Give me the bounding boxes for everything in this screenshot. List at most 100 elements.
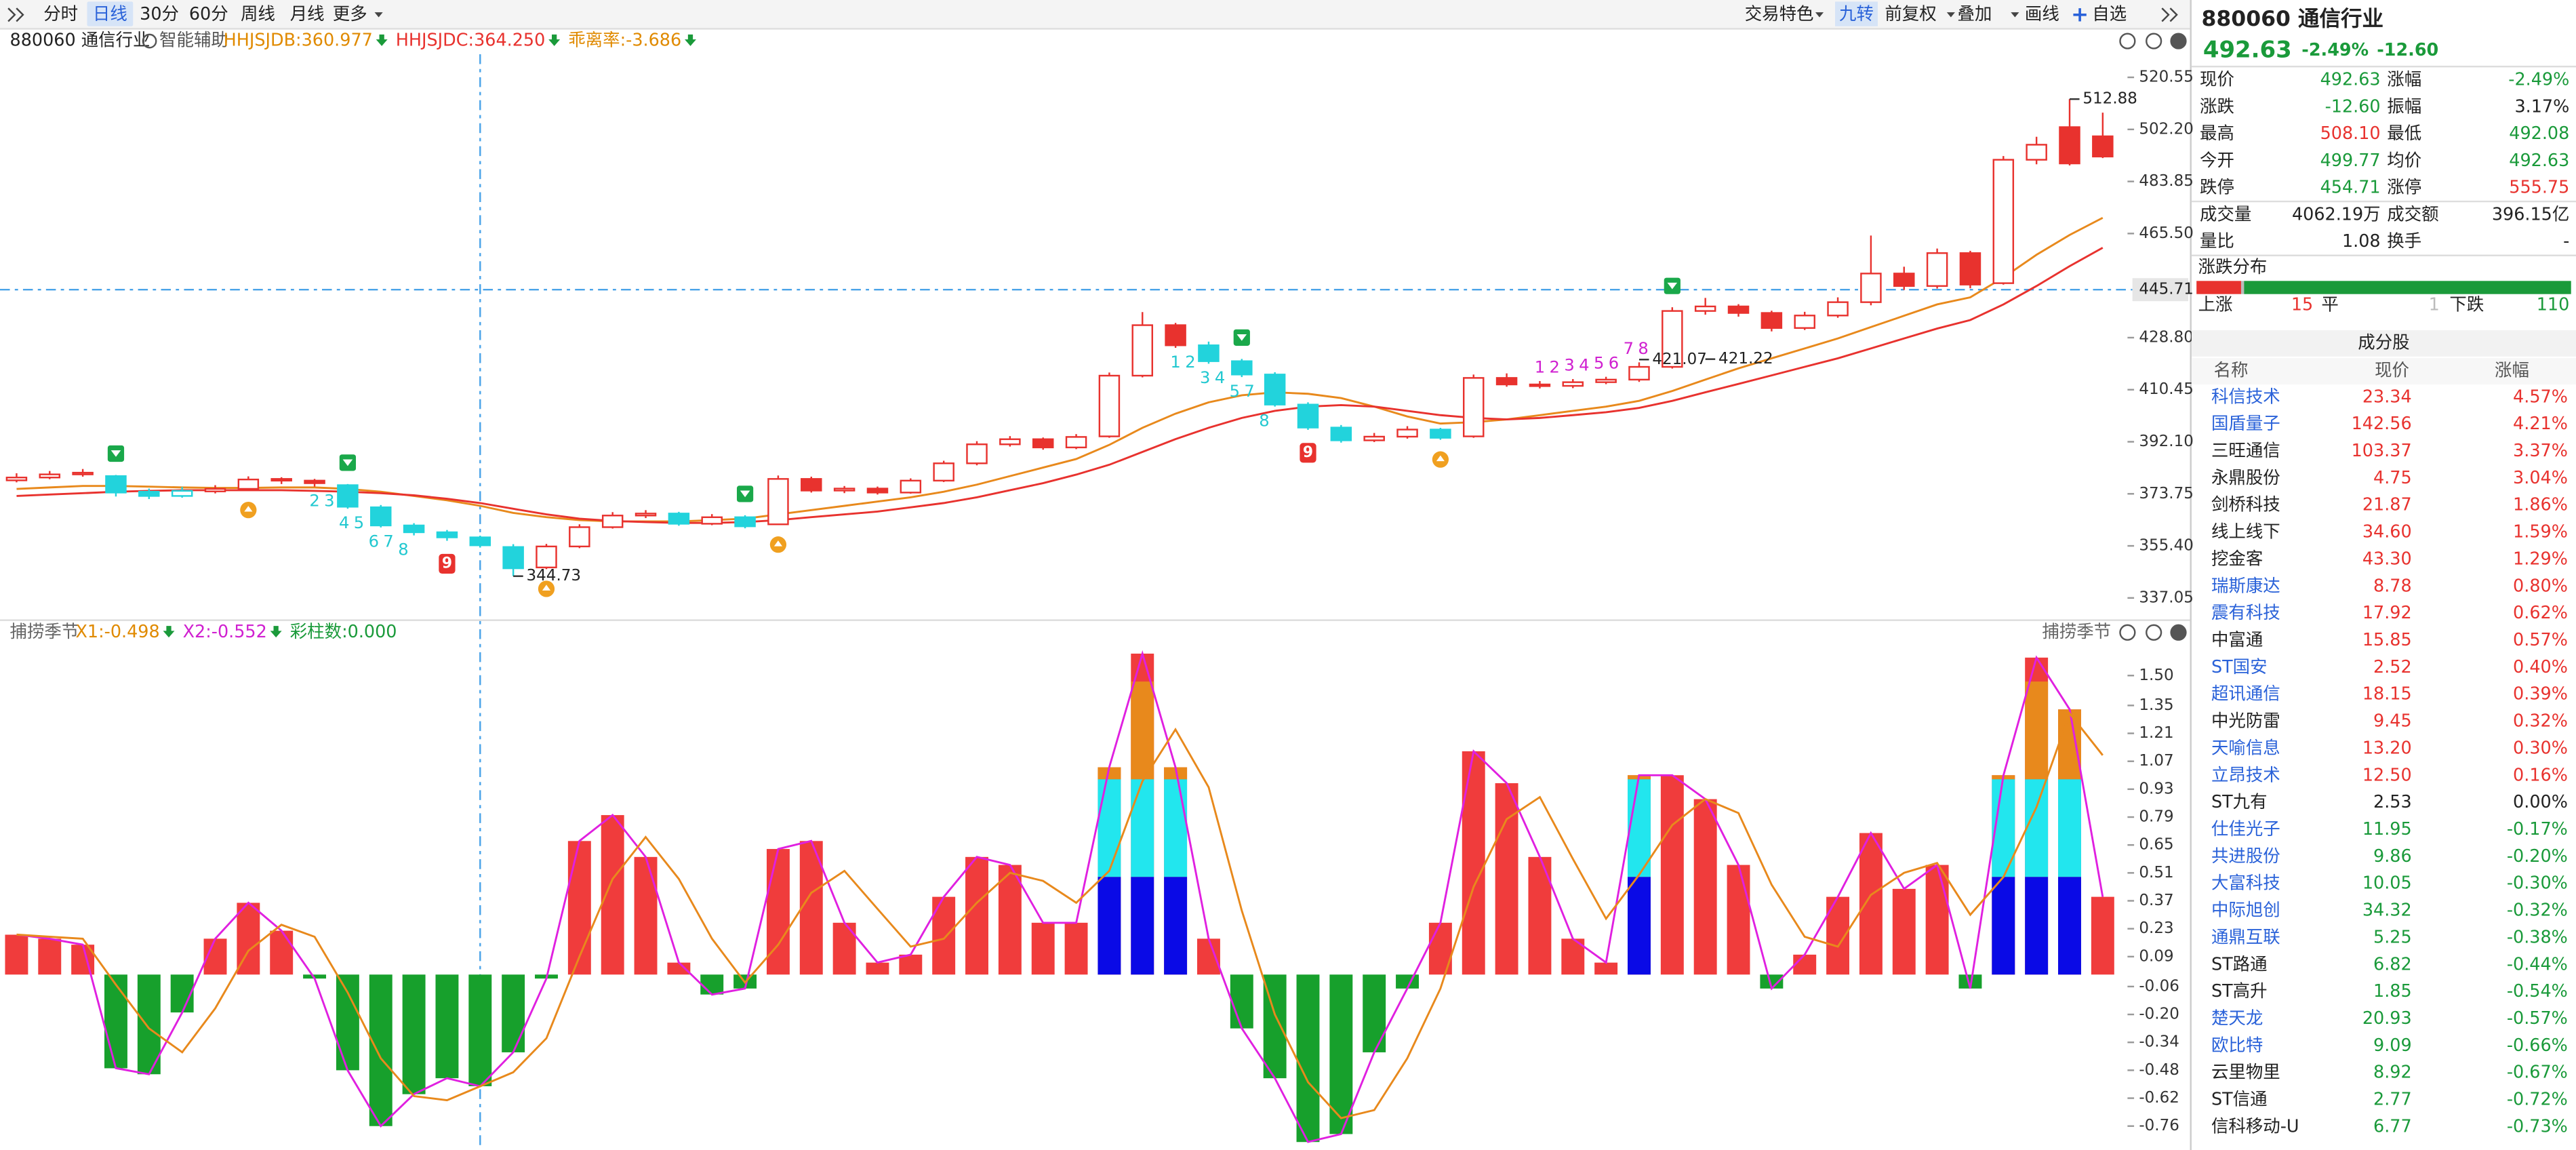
- dropdown-caret: [2011, 12, 2019, 18]
- tab[interactable]: 日线: [93, 3, 127, 24]
- stock-name[interactable]: 三旺通信: [2211, 440, 2280, 460]
- stock-name[interactable]: 中富通: [2211, 629, 2263, 650]
- help-icon[interactable]: [2146, 624, 2162, 641]
- stock-price: 9.45: [2373, 711, 2412, 731]
- stock-name[interactable]: 立昂技术: [2211, 764, 2280, 785]
- candle-body: [436, 531, 458, 538]
- stock-name[interactable]: 中光防雷: [2211, 711, 2280, 731]
- stock-name[interactable]: 瑞斯康达: [2211, 575, 2280, 595]
- close-icon[interactable]: [2170, 33, 2187, 49]
- stock-name[interactable]: 线上线下: [2211, 521, 2280, 542]
- quote-value: 454.71: [2320, 177, 2381, 197]
- stock-name[interactable]: 通鼎互联: [2211, 926, 2280, 947]
- quote-label: 今开: [2200, 150, 2234, 170]
- stock-name[interactable]: 国盾量子: [2211, 413, 2280, 433]
- indicator-band: [1131, 779, 1154, 877]
- tool-button[interactable]: 画线: [2025, 3, 2059, 24]
- td-count: 1: [1170, 353, 1180, 372]
- indicator-line: [16, 711, 2104, 1119]
- indicator-bar: [1230, 974, 1253, 1029]
- td-count: 7: [1624, 339, 1634, 358]
- y-tick-label: 373.75: [2139, 485, 2194, 502]
- tool-button[interactable]: 九转: [1839, 3, 1874, 24]
- stock-name[interactable]: 楚天龙: [2211, 1008, 2263, 1028]
- td-count: 4: [339, 513, 349, 532]
- y-tick-label: 0.51: [2139, 864, 2173, 881]
- tab[interactable]: 60分: [189, 3, 228, 24]
- stock-name[interactable]: 中际旭创: [2211, 900, 2280, 920]
- stock-name[interactable]: 信科移动-U: [2211, 1115, 2299, 1136]
- y-tick-label: 392.10: [2139, 433, 2194, 450]
- stock-price: 20.93: [2362, 1008, 2412, 1028]
- stock-name[interactable]: ST信通: [2211, 1089, 2268, 1109]
- tool-button[interactable]: 叠加: [1958, 3, 1992, 24]
- stock-name[interactable]: 仕佳光子: [2211, 818, 2280, 839]
- legend-item: X1:-0.498: [75, 621, 159, 641]
- tab[interactable]: 30分: [140, 3, 179, 24]
- stock-name[interactable]: ST高升: [2211, 980, 2268, 1001]
- y-tick-label: 337.05: [2139, 589, 2194, 606]
- stock-name[interactable]: 剑桥科技: [2211, 494, 2280, 515]
- td-nine-badge: [439, 553, 456, 574]
- legend-item: 彩柱数:0.000: [290, 621, 397, 641]
- candle-body: [999, 438, 1021, 445]
- indicator-bar: [1031, 922, 1055, 975]
- collapse-icon[interactable]: [7, 7, 24, 22]
- stock-name[interactable]: 震有科技: [2211, 602, 2280, 622]
- help-icon[interactable]: [2146, 33, 2162, 49]
- tool-button[interactable]: 自选: [2092, 3, 2127, 24]
- quote-value: 1.08: [2342, 231, 2381, 251]
- tab[interactable]: 月线: [290, 3, 325, 24]
- indicator-bar: [567, 841, 591, 975]
- panel-change: -12.60: [2377, 39, 2438, 60]
- settings-icon[interactable]: [2119, 624, 2136, 641]
- indicator-bar: [5, 934, 28, 975]
- candle-body: [1926, 252, 1948, 288]
- y-tick-label: 0.65: [2139, 836, 2173, 854]
- assist-icon[interactable]: [142, 33, 157, 49]
- stock-name[interactable]: 超讯通信: [2211, 683, 2280, 704]
- indicator-bar: [832, 922, 856, 975]
- stock-name[interactable]: 欧比特: [2211, 1035, 2263, 1055]
- indicator-bar: [1859, 833, 1883, 975]
- stock-change: 0.30%: [2513, 737, 2568, 757]
- indicator-bar: [601, 815, 624, 975]
- close-icon[interactable]: [2170, 624, 2187, 641]
- dropdown-caret: [1946, 12, 1955, 18]
- stock-name[interactable]: 共进股份: [2211, 846, 2280, 866]
- candle-body: [801, 478, 822, 492]
- stock-change: -0.38%: [2507, 926, 2568, 947]
- y-tick-label: 0.37: [2139, 892, 2173, 909]
- stock-name[interactable]: 云里物里: [2211, 1062, 2280, 1082]
- stock-name[interactable]: ST九有: [2211, 791, 2268, 812]
- assist-label[interactable]: 智能辅助: [159, 30, 228, 50]
- candle-body: [502, 546, 524, 570]
- stock-name[interactable]: 永鼎股份: [2211, 467, 2280, 488]
- stock-change: 3.04%: [2513, 467, 2568, 488]
- quote-label: 涨跌: [2200, 96, 2234, 116]
- settings-icon[interactable]: [2119, 33, 2136, 49]
- tab[interactable]: 周线: [241, 3, 275, 24]
- candle-body: [1363, 435, 1385, 441]
- crosshair-label: 445.71: [2139, 281, 2194, 298]
- quote-label: 振幅: [2387, 96, 2421, 116]
- stock-name[interactable]: 天喻信息: [2211, 737, 2280, 757]
- stock-name[interactable]: 科信技术: [2211, 386, 2280, 406]
- stock-change: -0.20%: [2507, 846, 2568, 866]
- stock-name[interactable]: 大富科技: [2211, 873, 2280, 893]
- tool-button[interactable]: 前复权: [1885, 3, 1936, 24]
- stock-change: 4.57%: [2513, 386, 2568, 406]
- tool-button[interactable]: 交易特色: [1745, 3, 1814, 24]
- stock-name[interactable]: ST国安: [2211, 656, 2268, 677]
- y-tick-label: 1.50: [2139, 667, 2173, 684]
- stock-price: 21.87: [2362, 494, 2412, 515]
- indicator-value: HHJSJDB:360.977: [224, 30, 373, 50]
- expand-icon[interactable]: [2161, 7, 2178, 22]
- tab[interactable]: 更多: [333, 3, 367, 24]
- stock-name[interactable]: 挖金客: [2211, 548, 2263, 568]
- candle-body: [1959, 252, 1981, 285]
- candle-body: [866, 488, 889, 494]
- stock-name[interactable]: ST路通: [2211, 953, 2268, 974]
- tab[interactable]: 分时: [43, 3, 78, 24]
